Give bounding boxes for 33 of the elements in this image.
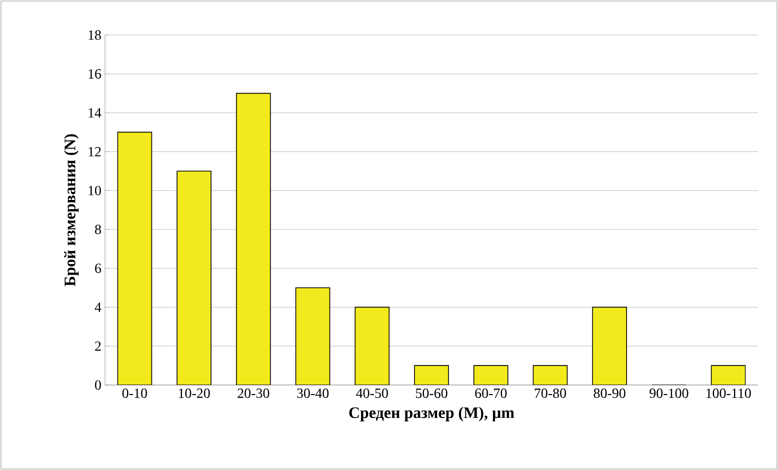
y-tick-label: 16 [88, 69, 102, 79]
x-tick-label: 50-60 [416, 388, 448, 398]
bar [236, 92, 271, 385]
bar [532, 365, 568, 385]
x-tick-label: 60-70 [475, 388, 507, 398]
x-tick-label: 0-10 [122, 388, 147, 398]
x-tick-label: 90-100 [650, 388, 688, 398]
x-tick-label: 30-40 [297, 388, 329, 398]
y-tick-label: 18 [88, 30, 101, 40]
x-tick-label: 40-50 [356, 388, 388, 398]
bar [592, 306, 627, 385]
y-tick-label: 0 [95, 380, 101, 390]
bar [176, 170, 212, 385]
x-tick-label: 20-30 [238, 388, 270, 398]
y-tick-label: 14 [88, 108, 102, 118]
x-axis-title: Среден размер (M), µm [349, 406, 514, 422]
x-tick-label: 80-90 [594, 388, 626, 398]
y-tick-label: 8 [95, 224, 101, 234]
x-tick-label: 100-110 [706, 388, 751, 398]
y-tick-label: 2 [95, 341, 101, 351]
x-tick-label: 70-80 [534, 388, 566, 398]
bar [117, 132, 152, 385]
y-tick-label: 10 [88, 186, 101, 196]
y-tick-label: 6 [95, 264, 102, 274]
bar [473, 365, 508, 385]
bar [414, 365, 449, 385]
x-tick-label: 10-20 [178, 388, 210, 398]
bar [710, 365, 746, 385]
y-axis-title: Брой измервания (N) [64, 134, 79, 286]
bar [295, 287, 330, 385]
y-tick-label: 12 [88, 147, 101, 156]
bar [354, 306, 390, 385]
y-tick-label: 4 [94, 302, 102, 312]
